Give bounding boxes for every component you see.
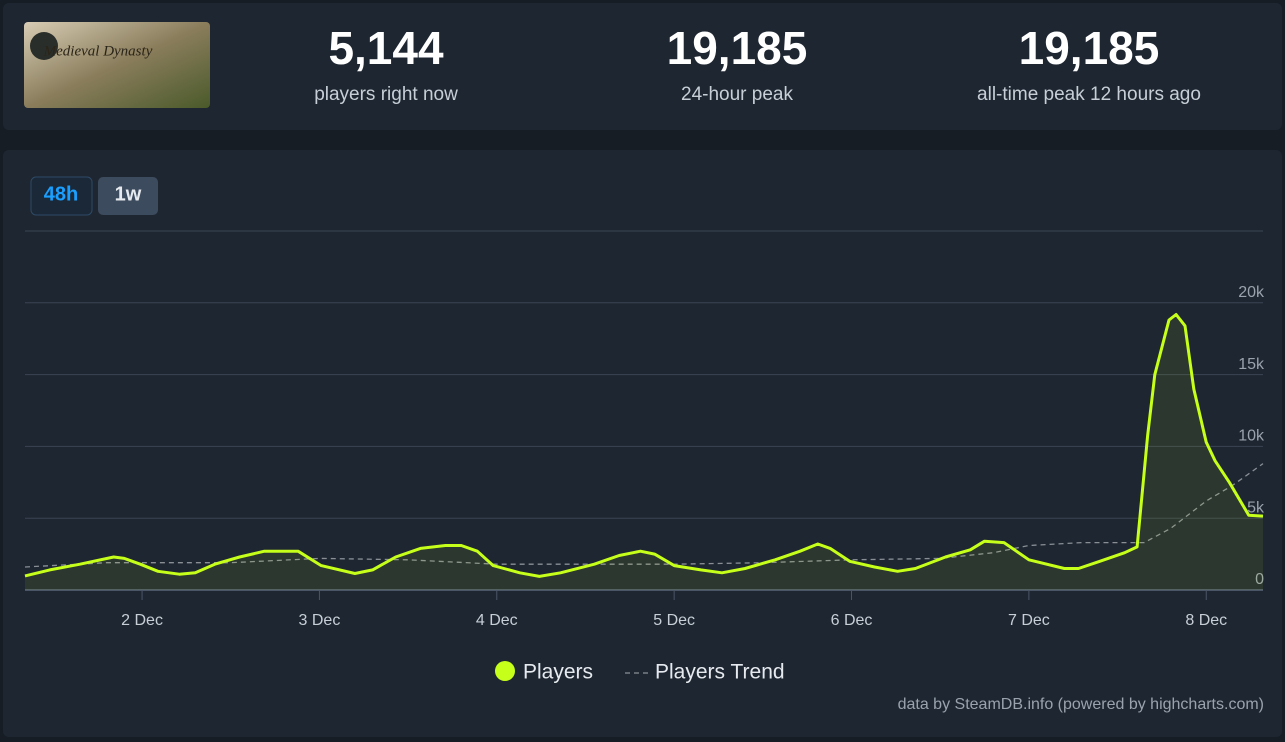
legend-label[interactable]: Players xyxy=(523,661,593,684)
button-bg[interactable] xyxy=(30,176,93,216)
button-48h[interactable]: 48h xyxy=(30,176,93,216)
stat-value: 5,144 xyxy=(328,22,444,74)
button-label[interactable]: 48h xyxy=(44,183,78,205)
y-tick-label: 10k xyxy=(1238,428,1265,445)
y-tick-label: 20k xyxy=(1238,284,1265,301)
x-tick-label: 3 Dec xyxy=(299,612,341,629)
stat-value: 19,185 xyxy=(1019,22,1160,74)
credits: data by SteamDB.info (powered by highcha… xyxy=(898,696,1264,713)
stats-panel xyxy=(3,3,1282,130)
stat-value: 19,185 xyxy=(667,22,808,74)
game-image xyxy=(24,22,210,108)
stat-label: players right now xyxy=(314,84,458,105)
legend-marker xyxy=(495,661,515,681)
area-fill xyxy=(25,314,1263,590)
chart-panel xyxy=(3,150,1282,737)
logo-emblem xyxy=(30,32,58,60)
y-tick-label: 15k xyxy=(1238,356,1265,373)
legend-label[interactable]: Players Trend xyxy=(655,661,785,684)
logo-text: Medieval Dynasty xyxy=(43,43,153,59)
y-tick-label: 5k xyxy=(1247,499,1265,516)
x-tick-label: 4 Dec xyxy=(476,612,518,629)
x-tick-label: 5 Dec xyxy=(653,612,695,629)
stat-label: 24-hour peak xyxy=(681,84,793,105)
x-tick-label: 8 Dec xyxy=(1185,612,1227,629)
button-label[interactable]: 1w xyxy=(115,183,142,205)
x-tick-label: 6 Dec xyxy=(831,612,873,629)
chart: 0 5k 10k 15k 20k 2 Dec 3 Dec 4 Dec 5 Dec 6 Dec 7 D… xyxy=(24,284,1265,713)
y-tick-label: 0 xyxy=(1255,571,1264,588)
players-line xyxy=(24,313,1264,578)
x-tick-label: 7 Dec xyxy=(1008,612,1050,629)
button-1w[interactable]: 1w xyxy=(98,177,158,215)
x-tick-label: 2 Dec xyxy=(121,612,163,629)
stat-label: all-time peak 12 hours ago xyxy=(977,84,1201,105)
button-bg[interactable] xyxy=(98,177,158,215)
